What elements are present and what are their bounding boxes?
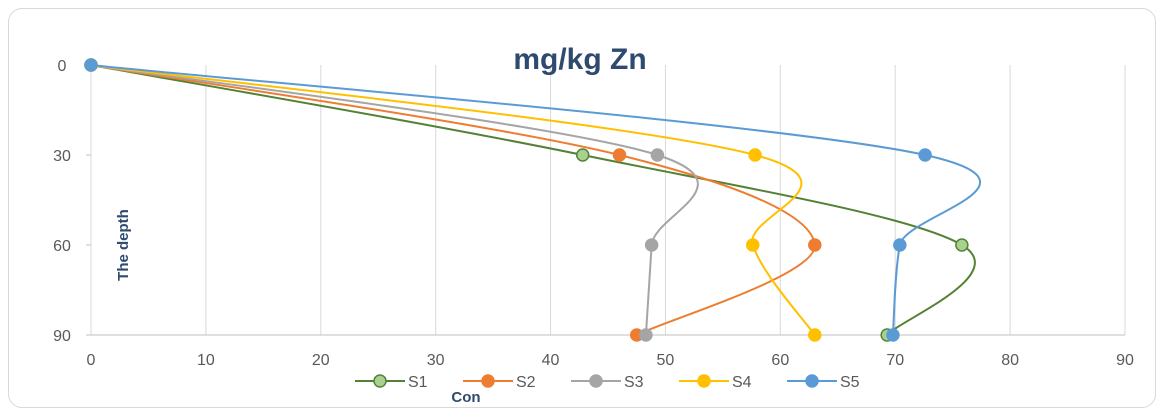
y-tick-label: 30	[53, 148, 71, 165]
chart-title: mg/kg Zn	[513, 43, 646, 76]
data-point-s5	[886, 328, 900, 342]
series-markers	[84, 58, 969, 342]
data-point-s3	[639, 328, 653, 342]
y-tick-label: 0	[58, 58, 67, 75]
data-point-s3	[650, 148, 665, 162]
series-line-s4	[90, 64, 816, 336]
x-axis-title: Con	[451, 389, 480, 406]
legend-marker-s5	[805, 374, 819, 388]
legend-marker-s1	[373, 374, 387, 388]
legend-marker-s2	[481, 374, 495, 388]
series-line-s1	[90, 64, 976, 336]
data-point-s5	[893, 238, 907, 252]
legend-label-s3: S3	[624, 374, 644, 391]
series-line-s2	[90, 64, 816, 336]
y-axis-title: The depth	[115, 209, 132, 281]
data-point-s4	[808, 328, 822, 342]
x-tick-label: 50	[657, 352, 675, 369]
data-point-s5	[918, 148, 932, 162]
x-tick-label: 90	[1116, 352, 1134, 369]
legend-label-s5: S5	[840, 374, 860, 391]
data-point-s5	[84, 58, 98, 72]
gridlines	[86, 64, 1126, 336]
series-line-s5	[90, 64, 981, 336]
y-tick-labels: 0 30 60 90	[53, 58, 71, 345]
data-point-s4	[746, 238, 760, 252]
series-lines	[90, 64, 981, 336]
data-point-s1	[575, 148, 590, 162]
data-point-s3	[644, 238, 659, 252]
legend-label-s2: S2	[516, 374, 536, 391]
x-tick-label: 10	[197, 352, 215, 369]
y-tick-label: 90	[53, 328, 71, 345]
x-tick-label: 60	[771, 352, 789, 369]
data-point-s1	[955, 238, 969, 252]
legend-label-s1: S1	[408, 374, 428, 391]
data-point-s2	[808, 238, 822, 252]
data-point-s2	[612, 148, 627, 162]
x-tick-label: 0	[87, 352, 96, 369]
y-tick-label: 60	[53, 238, 71, 255]
x-tick-label: 40	[542, 352, 560, 369]
legend-label-s4: S4	[732, 374, 752, 391]
legend-marker-s4	[697, 374, 711, 388]
data-point-s4	[748, 148, 762, 162]
series-line-s3	[90, 64, 699, 336]
x-tick-labels: 0 10 20 30 40 50 60 70 80 90	[87, 352, 1134, 369]
x-tick-label: 30	[427, 352, 445, 369]
legend: S1 S2 S3 S4 S5	[355, 374, 860, 391]
x-tick-label: 20	[312, 352, 330, 369]
x-tick-label: 70	[886, 352, 904, 369]
legend-marker-s3	[589, 374, 603, 388]
x-tick-label: 80	[1001, 352, 1019, 369]
